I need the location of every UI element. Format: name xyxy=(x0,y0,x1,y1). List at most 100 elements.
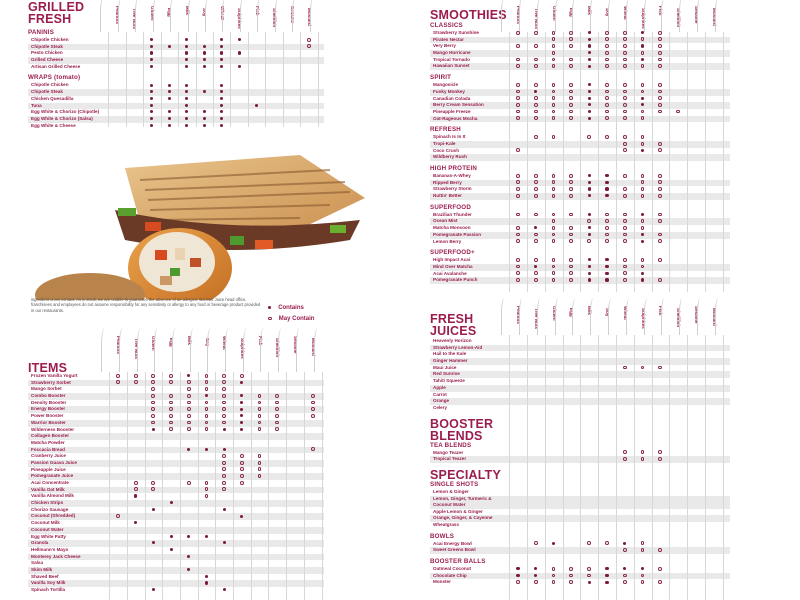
allergen-cell-gluten xyxy=(149,406,157,413)
allergen-cell-gluten xyxy=(550,566,558,573)
allergen-cell-sulphites xyxy=(238,406,246,413)
allergen-cell-sulphites xyxy=(639,50,647,57)
header-divider xyxy=(625,298,635,335)
may-contain-ring-icon xyxy=(222,380,227,385)
contains-dot-icon xyxy=(587,174,591,178)
item-name: Heavenly Horizon xyxy=(433,338,472,343)
table-row: Acai Avalanche xyxy=(430,271,730,278)
contains-dot-icon xyxy=(240,420,244,425)
header-divider xyxy=(189,328,199,372)
contains-dot-icon xyxy=(605,278,609,282)
table-row: Acai Energy Bowl xyxy=(430,541,730,548)
table-row: Tropical Tornado xyxy=(430,57,730,64)
item-name: Chipotle Steak xyxy=(31,43,63,49)
allergen-cell-sulphites xyxy=(238,513,246,520)
allergen-cell-gluten xyxy=(148,89,156,96)
header-divider xyxy=(152,0,162,32)
allergen-cell-wheat xyxy=(218,57,226,64)
may-contain-ring-icon xyxy=(516,102,520,107)
column-divider xyxy=(598,335,600,600)
header-divider xyxy=(292,0,301,32)
allergen-cell-fish xyxy=(656,218,664,225)
header-divider xyxy=(536,0,546,32)
legend-may-contain-label: May Contain xyxy=(278,315,315,322)
fresh-juices-panel: FRESH JUICES Heavenly Horizon Strawberry … xyxy=(430,313,730,586)
allergen-cell-gluten xyxy=(550,232,558,239)
may-contain-ring-icon xyxy=(222,373,227,378)
may-contain-ring-icon xyxy=(622,264,627,269)
allergen-cell-wheat xyxy=(621,30,629,37)
allergen-cell-fish xyxy=(656,579,664,586)
header-divider xyxy=(187,0,197,32)
may-contain-ring-icon xyxy=(569,212,574,217)
may-contain-ring-icon xyxy=(569,30,574,35)
allergen-cell-egg xyxy=(567,232,575,239)
table-row: Hawaiian Sunset xyxy=(430,63,730,70)
may-contain-ring-icon xyxy=(169,373,173,378)
table-row: Warrior Booster xyxy=(28,419,324,427)
allergen-cell-milk xyxy=(585,173,593,180)
allergen-cell-tree-nuts xyxy=(132,487,140,494)
group-title: SUPERFOOD+ xyxy=(430,249,475,257)
may-contain-ring-icon xyxy=(658,257,663,262)
item-name: Hawaiian Sunset xyxy=(433,63,470,69)
contains-dot-icon xyxy=(641,103,645,107)
allergen-cell-peanuts xyxy=(514,96,522,103)
may-contain-ring-icon xyxy=(658,278,663,282)
contains-dot-icon xyxy=(150,103,154,107)
may-contain-ring-icon xyxy=(658,30,663,35)
allergen-cell-sulphites xyxy=(639,96,647,103)
item-name: Egg White Patty xyxy=(31,533,66,539)
may-contain-ring-icon xyxy=(222,393,227,398)
may-contain-ring-icon xyxy=(622,64,627,68)
allergen-cell-tree-nuts xyxy=(532,102,540,109)
allergen-cell-egg xyxy=(165,82,173,89)
contains-dot-icon xyxy=(587,232,591,237)
allergen-cell-wheat xyxy=(621,37,629,44)
allergen-cell-milk xyxy=(185,427,193,434)
allergen-cell-milk xyxy=(585,579,593,586)
may-contain-ring-icon xyxy=(186,407,191,411)
allergen-cell-soy xyxy=(203,393,211,400)
header-divider xyxy=(625,0,635,32)
allergen-cell-milk xyxy=(585,30,593,37)
allergen-cell-peanuts xyxy=(514,180,522,187)
table-row: Artisan Grilled Cheese xyxy=(28,64,324,71)
may-contain-ring-icon xyxy=(239,373,244,378)
table-row: Strawberry Storm xyxy=(430,186,730,193)
allergen-cell-wheat xyxy=(621,450,629,457)
allergen-cell-peanuts xyxy=(514,193,522,200)
allergen-cell-peanuts xyxy=(514,225,522,232)
allergen-cell-mustard xyxy=(309,393,317,400)
group-title: WRAPS (tomato) xyxy=(28,74,81,82)
allergen-cell-tree-nuts xyxy=(132,373,140,380)
contains-dot-icon xyxy=(220,116,224,121)
allergen-cell-tree-nuts xyxy=(532,239,540,246)
allergen-cell-soy xyxy=(200,109,208,116)
item-name: Chorizo Sausage xyxy=(31,506,69,512)
contains-dot-icon xyxy=(605,174,609,178)
allergen-cell-gluten xyxy=(149,487,157,494)
allergen-cell-sulphites xyxy=(639,109,647,116)
table-row: Grilled Cheese xyxy=(28,57,324,64)
may-contain-ring-icon xyxy=(204,413,209,418)
allergen-cell-gluten xyxy=(550,257,558,264)
smoothies-panel: SMOOTHIES CLASSICS Strawberry Sunshine Pir… xyxy=(430,9,730,284)
allergen-cell-tree-nuts xyxy=(532,63,540,70)
contains-dot-icon xyxy=(240,414,244,418)
allergen-cell-gluten xyxy=(550,218,558,225)
allergen-cell-gluten xyxy=(550,102,558,109)
allergen-cell-soy xyxy=(200,50,208,57)
legend-contains: Contains xyxy=(268,302,314,313)
header-divider xyxy=(222,0,231,32)
allergen-cell-wheat xyxy=(621,57,629,64)
column-divider xyxy=(544,32,546,292)
may-contain-ring-icon xyxy=(622,257,627,262)
table-row: Matcha Powder xyxy=(28,440,324,447)
may-contain-ring-icon xyxy=(307,37,311,42)
allergen-cell-peanuts xyxy=(114,513,122,520)
item-name: Mind Over Matcha xyxy=(433,263,473,269)
table-row: Lemon Berry xyxy=(430,239,730,246)
allergen-cell-peanuts xyxy=(514,271,522,278)
item-name: Maui Juice xyxy=(433,364,457,370)
